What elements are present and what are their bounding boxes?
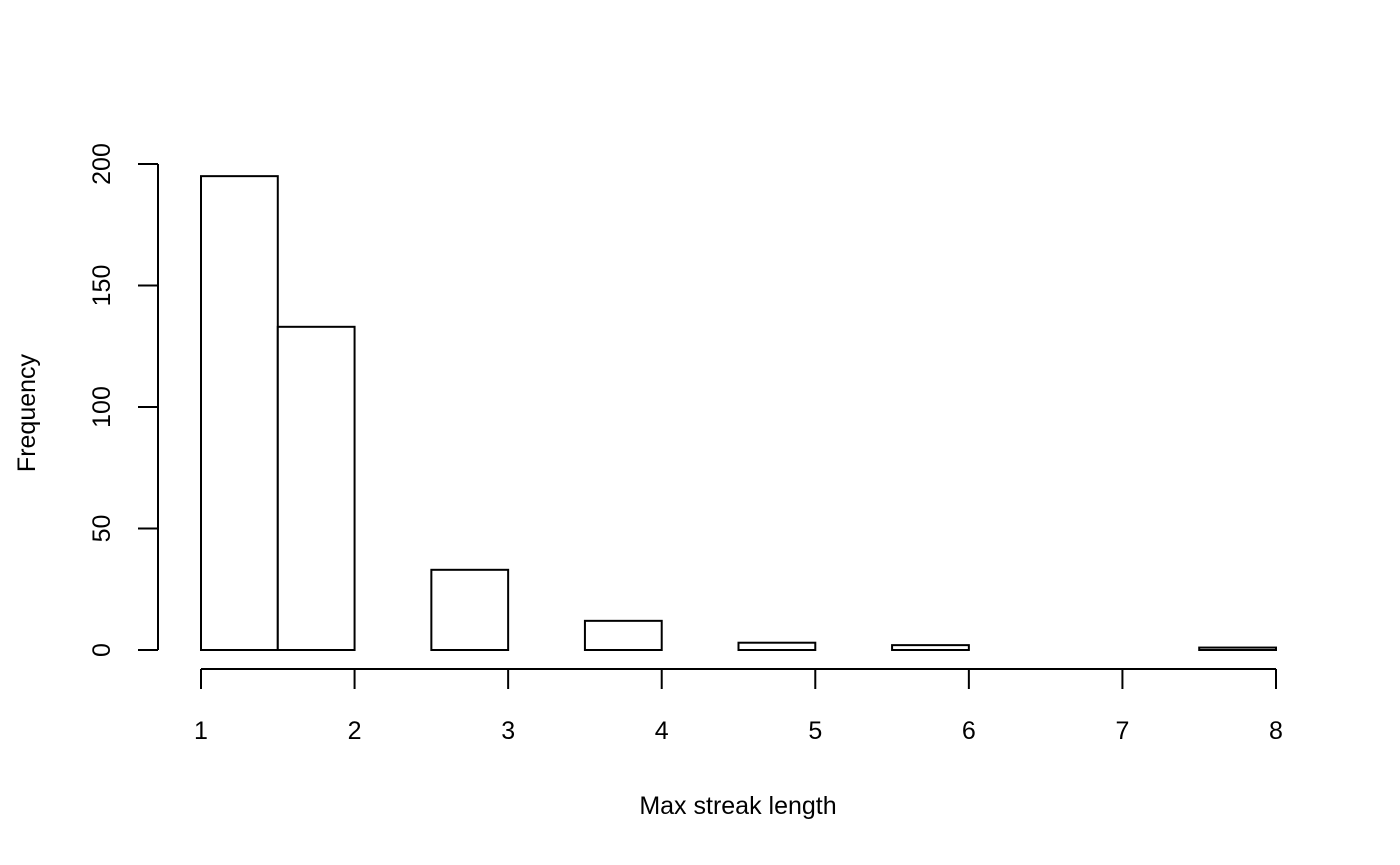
x-tick-label-6: 6 [962, 717, 976, 745]
x-tick-label-4: 4 [655, 717, 669, 745]
y-tick-label-200: 200 [88, 143, 116, 185]
histogram-bar-2 [276, 325, 356, 651]
histogram-bar-8 [737, 641, 817, 652]
y-tick-label-150: 150 [88, 265, 116, 307]
y-tick-label-100: 100 [88, 386, 116, 428]
y-tick-label-0: 0 [88, 643, 116, 657]
y-axis: 0 50 100 150 200 [88, 143, 159, 657]
bars-group [200, 175, 1277, 652]
x-tick-label-2: 2 [348, 717, 362, 745]
histogram-bar-10 [891, 644, 970, 652]
histogram-bar-1 [200, 175, 279, 651]
y-tick-label-50: 50 [88, 515, 116, 543]
histogram-bar-4 [430, 568, 510, 651]
x-tick-label-8: 8 [1269, 717, 1283, 745]
x-tick-label-5: 5 [808, 717, 822, 745]
y-axis-label: Frequency [13, 353, 41, 472]
x-tick-label-7: 7 [1115, 717, 1129, 745]
x-axis: 1 2 3 4 5 6 7 8 [194, 668, 1283, 745]
histogram-bar-6 [583, 619, 663, 652]
x-axis-label: Max streak length [639, 792, 836, 820]
x-tick-label-3: 3 [501, 717, 515, 745]
histogram-bar-14 [1198, 646, 1277, 652]
x-tick-label-1: 1 [194, 717, 208, 745]
